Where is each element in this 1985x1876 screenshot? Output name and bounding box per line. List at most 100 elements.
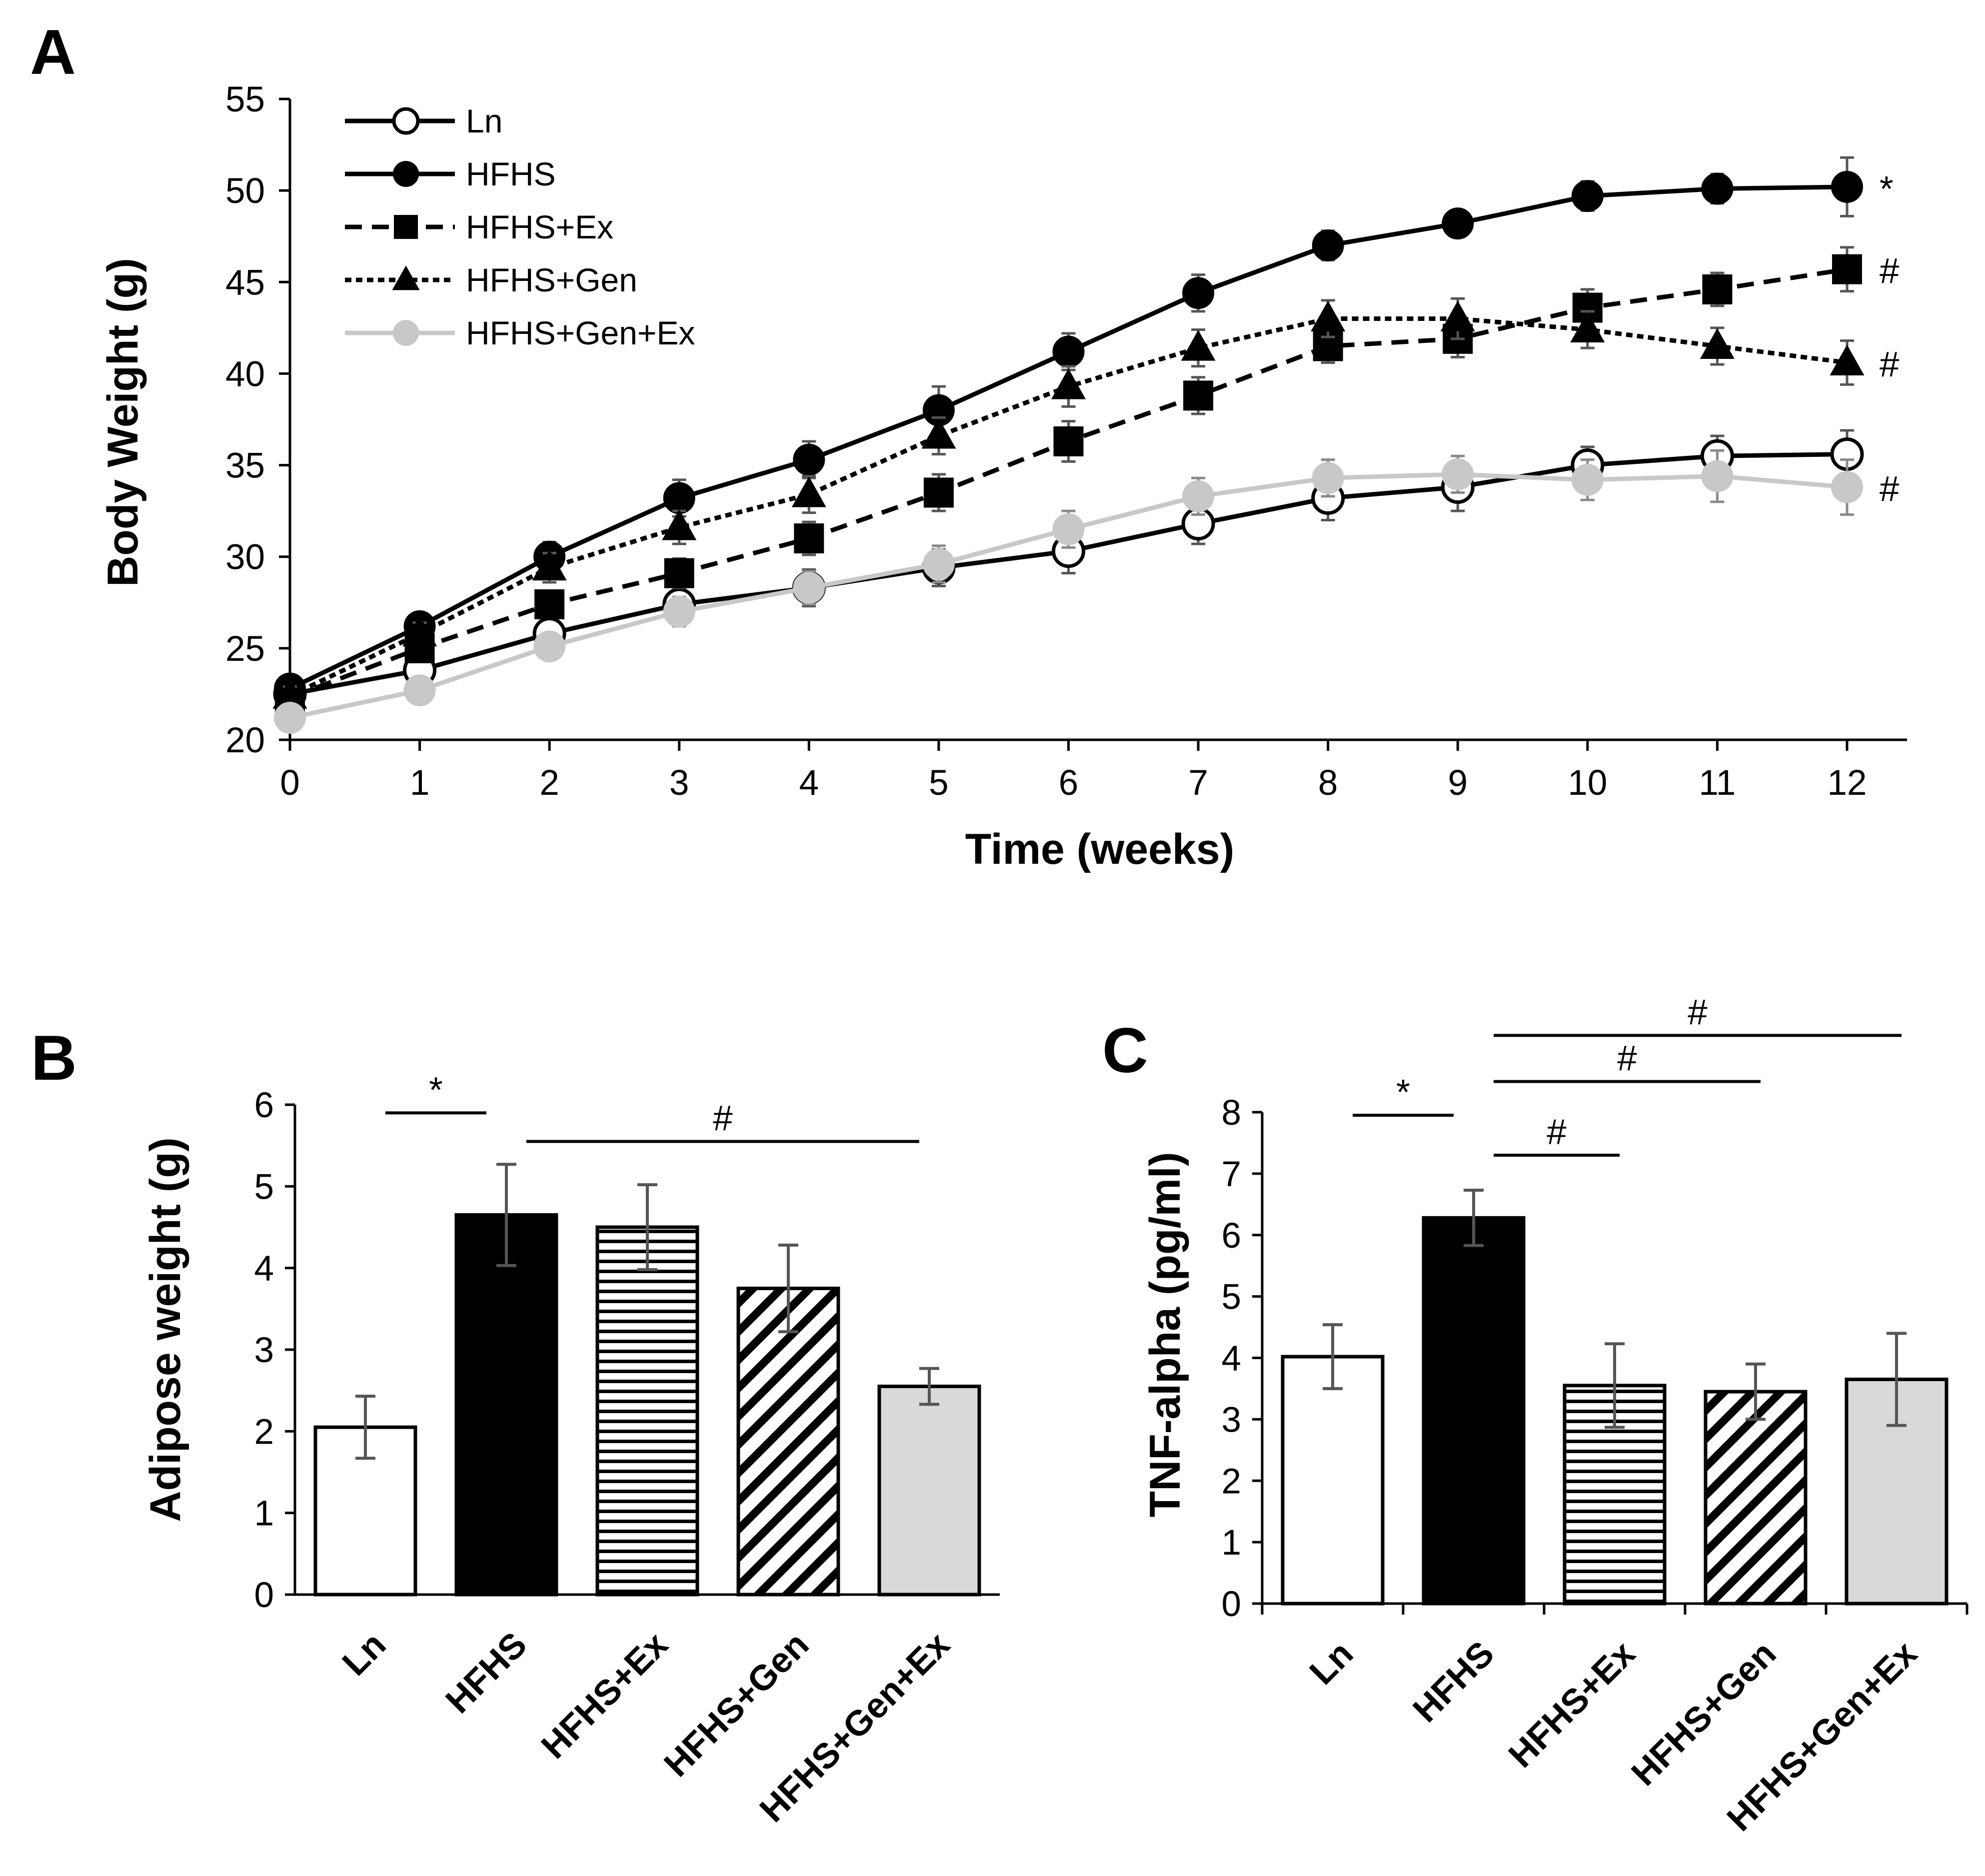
panel-c-y-tick-label: 2: [1222, 1462, 1242, 1501]
data-point: [663, 595, 695, 628]
legend-label: HFHS+Gen+Ex: [466, 314, 695, 351]
data-point: [532, 549, 567, 581]
panel-c-bar-ln: [1281, 1355, 1385, 1606]
panel-a-y-tick-label: 55: [225, 80, 265, 119]
legend-swatch-marker: [393, 161, 419, 187]
panel-a-y-tick-label: 40: [225, 354, 265, 394]
panel-b-category-label: HFHS: [438, 1625, 535, 1721]
data-point: [1701, 172, 1734, 205]
end-significance-marker: *: [1880, 169, 1894, 209]
legend-swatch-marker: [394, 215, 418, 239]
data-point: [274, 702, 306, 734]
legend-label: HFHS: [466, 155, 556, 192]
panel-c-y-tick-label: 3: [1222, 1400, 1242, 1440]
panel-c-bar-chart: TNF-alpha (pg/ml) 0 1 2 3 4 5 6 7 8 Ln HFHSHFHS+Ex…: [1141, 993, 1969, 1839]
end-significance-marker: #: [1880, 252, 1900, 291]
data-point: [1183, 380, 1214, 411]
data-point: [1442, 207, 1474, 240]
panel-c-bar-hfhs: [1422, 1216, 1526, 1606]
data-point: [533, 630, 566, 663]
legend-item-hfhs-gen: HFHS+Gen: [345, 261, 637, 298]
panel-b-y-tick-label: 6: [254, 1086, 274, 1125]
legend-label: Ln: [466, 102, 502, 139]
data-point: [1830, 344, 1865, 375]
data-point: [663, 482, 695, 514]
data-point: [791, 476, 826, 507]
panel-c-significance-label: #: [1688, 993, 1708, 1032]
data-point: [1051, 368, 1086, 399]
panel-c-y-tick-label: 1: [1222, 1523, 1242, 1563]
data-point: [922, 548, 955, 580]
data-point: [921, 417, 956, 449]
panel-label-b: B: [31, 1022, 77, 1093]
data-point: [1831, 170, 1863, 203]
data-point: [1052, 513, 1085, 545]
panel-b-y-tick-label: 5: [254, 1167, 274, 1207]
panel-b-bar-hfhs-gen-ex: [877, 1385, 981, 1597]
panel-a-x-tick-label: 0: [280, 763, 300, 803]
panel-a-series-ln: [273, 429, 1864, 711]
panel-b-y-tick-label: 1: [254, 1494, 274, 1534]
panel-b-y-tick-label: 3: [254, 1331, 274, 1370]
panel-c-y-tick-label: 0: [1222, 1585, 1242, 1624]
panel-c-y-tick-label: 5: [1222, 1278, 1242, 1317]
panel-b-bar-hfhs-gen: [736, 1287, 840, 1597]
panel-c-significance-label: *: [1396, 1073, 1410, 1112]
panel-label-a: A: [30, 16, 76, 87]
panel-b-bar-hfhs: [454, 1213, 558, 1597]
data-point: [1571, 180, 1604, 212]
panel-a-y-tick-label: 30: [225, 538, 265, 577]
data-point: [1831, 471, 1863, 503]
data-point: [793, 571, 825, 604]
panel-c-y-tick-label: 8: [1222, 1093, 1242, 1133]
data-point: [1312, 462, 1344, 494]
data-point: [793, 443, 825, 476]
panel-b-bar-hfhs-ex: [595, 1225, 699, 1597]
data-point: [1702, 274, 1733, 304]
panel-a-legend: Ln HFHS HFHS+Ex HFHS+Gen HFHS+Gen+Ex: [345, 102, 695, 351]
panel-label-c: C: [1102, 1015, 1148, 1086]
legend-swatch-marker: [392, 107, 420, 135]
panel-b-category-label: HFHS+Gen: [657, 1625, 816, 1784]
panel-a-x-tick-label: 12: [1828, 763, 1867, 803]
data-point: [662, 509, 697, 540]
data-point: [534, 589, 565, 619]
panel-c-y-tick-label: 4: [1222, 1339, 1242, 1379]
legend-swatch-marker: [393, 320, 419, 346]
panel-c-category-label: HFHS+Ex: [1501, 1634, 1643, 1775]
data-point: [1832, 254, 1862, 284]
panel-c-y-tick-label: 6: [1222, 1216, 1242, 1256]
data-point: [1440, 300, 1475, 332]
panel-a-x-tick-label: 3: [669, 763, 689, 803]
end-significance-marker: #: [1880, 345, 1900, 384]
panel-b-y-tick-label: 4: [254, 1249, 274, 1289]
data-point: [1053, 426, 1084, 456]
panel-b-y-axis-title: Adipose weight (g): [141, 1137, 189, 1522]
data-point: [1311, 300, 1346, 332]
data-point: [1701, 460, 1734, 492]
data-point: [1571, 463, 1604, 496]
legend-swatch-marker: [392, 265, 420, 290]
panel-a-x-tick-label: 6: [1059, 763, 1079, 803]
legend-label: HFHS+Gen: [466, 261, 637, 298]
panel-a-y-tick-label: 35: [225, 446, 265, 486]
panel-b-category-label: Ln: [335, 1625, 393, 1683]
data-point: [272, 678, 307, 709]
panel-b-bar-chart: Adipose weight (g) 0 1 2 3 4 5 6 Ln HFHSHFHS+ExH…: [141, 1070, 1000, 1830]
panel-a-y-tick-label: 45: [225, 263, 265, 302]
end-significance-marker: #: [1880, 470, 1900, 509]
legend-item-hfhs-ex: HFHS+Ex: [345, 208, 613, 245]
panel-a-x-tick-label: 8: [1318, 763, 1338, 803]
panel-b-y-tick-label: 0: [254, 1576, 274, 1615]
panel-b-significance-label: #: [713, 1099, 733, 1139]
panel-a-x-tick-label: 11: [1699, 763, 1736, 803]
panel-b-significance-label: *: [429, 1070, 443, 1110]
panel-a-y-tick-label: 20: [225, 721, 265, 760]
panel-a-x-tick-label: 5: [929, 763, 949, 803]
panel-b-category-label: HFHS+Ex: [534, 1625, 675, 1766]
panel-a-y-axis-title: Body Weight (g): [99, 258, 147, 587]
panel-c-bar-hfhs-gen: [1704, 1390, 1808, 1606]
data-point: [402, 615, 437, 647]
panel-a-x-tick-label: 4: [799, 763, 819, 803]
